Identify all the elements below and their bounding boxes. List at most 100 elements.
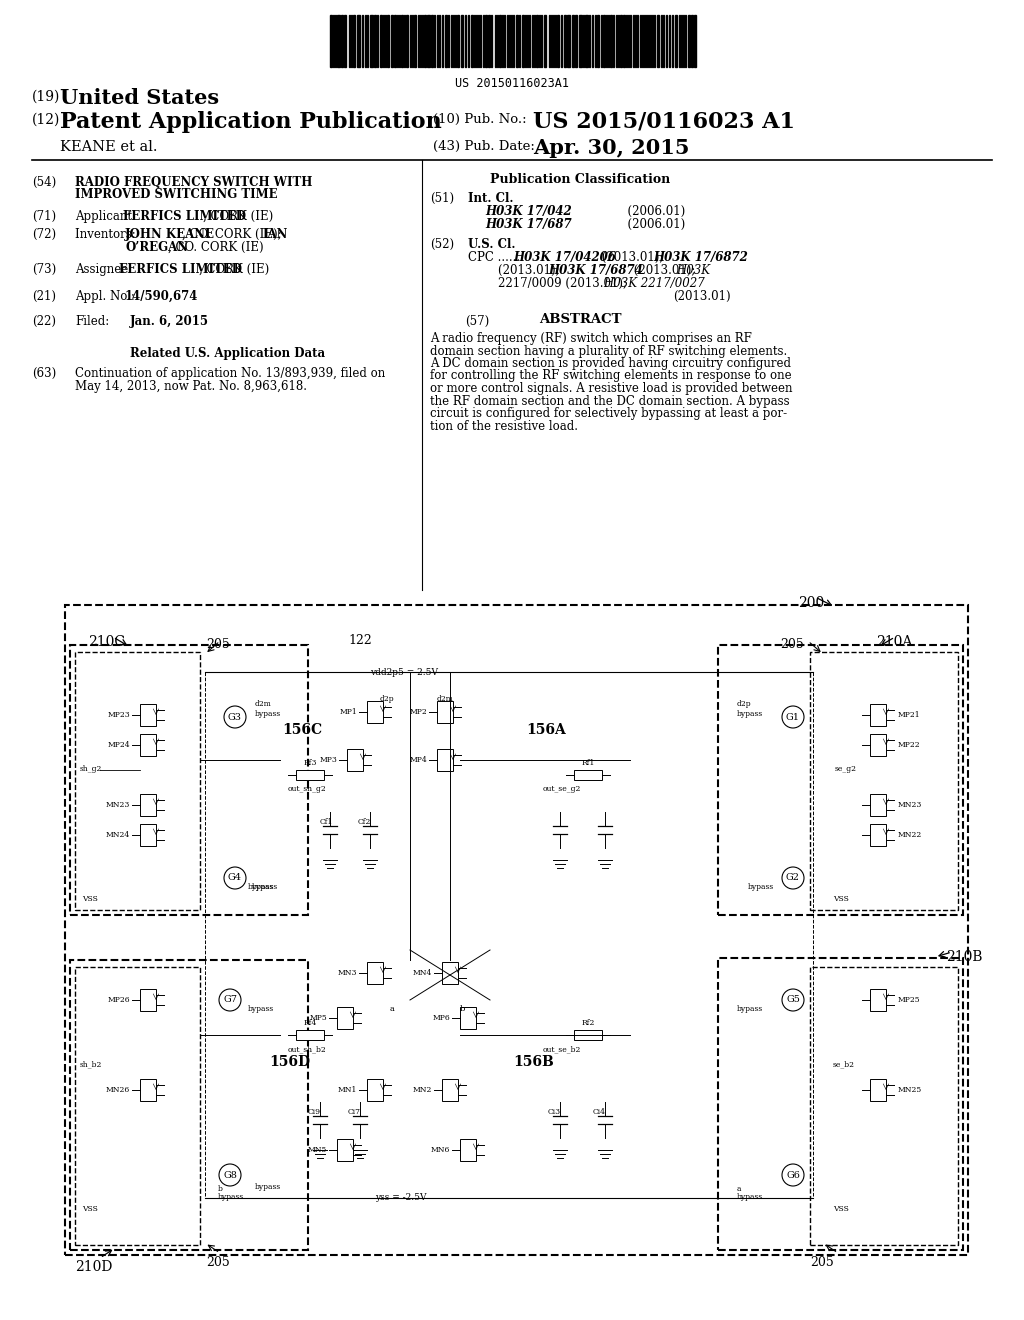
Bar bbox=[442, 1078, 458, 1101]
Text: vdd2p5 = 2.5V: vdd2p5 = 2.5V bbox=[370, 668, 438, 677]
Bar bbox=[370, 15, 373, 67]
Text: MP23: MP23 bbox=[108, 711, 130, 719]
Bar bbox=[564, 15, 566, 67]
Text: 14/590,674: 14/590,674 bbox=[125, 290, 199, 304]
Text: (52): (52) bbox=[430, 238, 454, 251]
Text: Patent Application Publication: Patent Application Publication bbox=[60, 111, 441, 133]
Text: (72): (72) bbox=[32, 228, 56, 242]
Bar bbox=[296, 770, 324, 780]
Text: MN24: MN24 bbox=[105, 832, 130, 840]
Text: Publication Classification: Publication Classification bbox=[490, 173, 671, 186]
Bar bbox=[427, 15, 430, 67]
Bar bbox=[694, 15, 696, 67]
Bar bbox=[75, 968, 200, 1245]
Text: 205: 205 bbox=[206, 1257, 229, 1269]
Text: se_g2: se_g2 bbox=[835, 766, 857, 774]
Text: KEANE et al.: KEANE et al. bbox=[60, 140, 158, 154]
Text: bypass: bypass bbox=[737, 1193, 763, 1201]
Bar bbox=[691, 15, 693, 67]
Text: Cf2: Cf2 bbox=[358, 818, 372, 826]
Text: d2p: d2p bbox=[737, 700, 752, 708]
Text: FERFICS LIMITED: FERFICS LIMITED bbox=[123, 210, 246, 223]
Bar bbox=[603, 15, 605, 67]
Text: MP5: MP5 bbox=[309, 1014, 327, 1022]
Text: Apr. 30, 2015: Apr. 30, 2015 bbox=[534, 139, 689, 158]
Text: bypass: bypass bbox=[218, 1193, 245, 1201]
Text: bypass: bypass bbox=[255, 1183, 282, 1191]
Text: 156C: 156C bbox=[282, 723, 323, 737]
Bar bbox=[623, 15, 625, 67]
Bar bbox=[522, 15, 524, 67]
Text: , CO. CORK (IE);: , CO. CORK (IE); bbox=[182, 228, 286, 242]
Text: the RF domain section and the DC domain section. A bypass: the RF domain section and the DC domain … bbox=[430, 395, 790, 408]
Text: RADIO FREQUENCY SWITCH WITH: RADIO FREQUENCY SWITCH WITH bbox=[75, 176, 312, 189]
Text: US 2015/0116023 A1: US 2015/0116023 A1 bbox=[534, 111, 795, 133]
Text: MN2: MN2 bbox=[413, 1086, 432, 1094]
Text: H03K 2217/0027: H03K 2217/0027 bbox=[603, 277, 705, 290]
Text: bypass: bypass bbox=[252, 883, 279, 891]
Text: out_sh_b2: out_sh_b2 bbox=[288, 1045, 327, 1053]
Text: MP4: MP4 bbox=[410, 756, 427, 764]
Text: MP24: MP24 bbox=[108, 741, 130, 748]
Text: (19): (19) bbox=[32, 90, 60, 104]
Text: Ci4: Ci4 bbox=[593, 1107, 606, 1115]
Text: (71): (71) bbox=[32, 210, 56, 223]
Bar bbox=[406, 15, 408, 67]
Bar bbox=[367, 1078, 383, 1101]
Bar bbox=[810, 652, 958, 909]
Text: MN4: MN4 bbox=[413, 969, 432, 977]
Bar bbox=[401, 15, 403, 67]
Text: MN23: MN23 bbox=[898, 801, 923, 809]
Text: MP21: MP21 bbox=[898, 711, 921, 719]
Text: MP1: MP1 bbox=[339, 708, 357, 715]
Text: U.S. Cl.: U.S. Cl. bbox=[468, 238, 515, 251]
Bar bbox=[544, 15, 546, 67]
Text: MN23: MN23 bbox=[105, 801, 130, 809]
Text: MN26: MN26 bbox=[105, 1086, 130, 1094]
Text: Applicant:: Applicant: bbox=[75, 210, 139, 223]
Bar bbox=[140, 824, 156, 846]
Text: MP22: MP22 bbox=[898, 741, 921, 748]
Text: Jan. 6, 2015: Jan. 6, 2015 bbox=[130, 315, 209, 327]
Text: bypass: bypass bbox=[748, 883, 774, 891]
Bar bbox=[357, 15, 360, 67]
Text: or more control signals. A resistive load is provided between: or more control signals. A resistive loa… bbox=[430, 381, 793, 395]
Bar bbox=[414, 15, 416, 67]
Bar bbox=[367, 962, 383, 983]
Text: MN1: MN1 bbox=[338, 1086, 357, 1094]
Text: d2m: d2m bbox=[437, 696, 454, 704]
Text: IMPROVED SWITCHING TIME: IMPROVED SWITCHING TIME bbox=[75, 187, 278, 201]
Text: G3: G3 bbox=[228, 713, 242, 722]
Text: Assignee:: Assignee: bbox=[75, 263, 136, 276]
Text: a: a bbox=[390, 1005, 395, 1012]
Text: MP3: MP3 bbox=[319, 756, 337, 764]
Bar bbox=[675, 15, 677, 67]
Bar bbox=[391, 15, 393, 67]
Text: (2013.01): (2013.01) bbox=[673, 290, 731, 304]
Bar bbox=[657, 15, 659, 67]
Text: a: a bbox=[737, 1185, 741, 1193]
Text: Inventors:: Inventors: bbox=[75, 228, 139, 242]
Text: 210D: 210D bbox=[75, 1261, 113, 1274]
Text: VSS: VSS bbox=[833, 895, 849, 903]
Bar bbox=[140, 795, 156, 816]
Text: VSS: VSS bbox=[82, 1205, 98, 1213]
Text: 210A: 210A bbox=[876, 635, 912, 649]
Text: (2006.01): (2006.01) bbox=[590, 205, 685, 218]
Text: bypass: bypass bbox=[737, 710, 763, 718]
Text: 156D: 156D bbox=[269, 1055, 310, 1069]
Text: 205: 205 bbox=[810, 1257, 834, 1269]
Text: , CORK (IE): , CORK (IE) bbox=[203, 210, 273, 223]
Text: G8: G8 bbox=[223, 1171, 237, 1180]
Text: (22): (22) bbox=[32, 315, 56, 327]
Text: 122: 122 bbox=[348, 634, 372, 647]
Text: 156A: 156A bbox=[526, 723, 565, 737]
Text: JOHN KEANE: JOHN KEANE bbox=[125, 228, 215, 242]
Text: out_se_b2: out_se_b2 bbox=[543, 1045, 582, 1053]
Bar bbox=[337, 15, 340, 67]
Text: Related U.S. Application Data: Related U.S. Application Data bbox=[130, 347, 326, 360]
Bar bbox=[353, 15, 355, 67]
Bar bbox=[870, 1078, 886, 1101]
Text: (10) Pub. No.:: (10) Pub. No.: bbox=[433, 114, 526, 125]
Text: 2217/0009 (2013.01);: 2217/0009 (2013.01); bbox=[498, 277, 631, 290]
